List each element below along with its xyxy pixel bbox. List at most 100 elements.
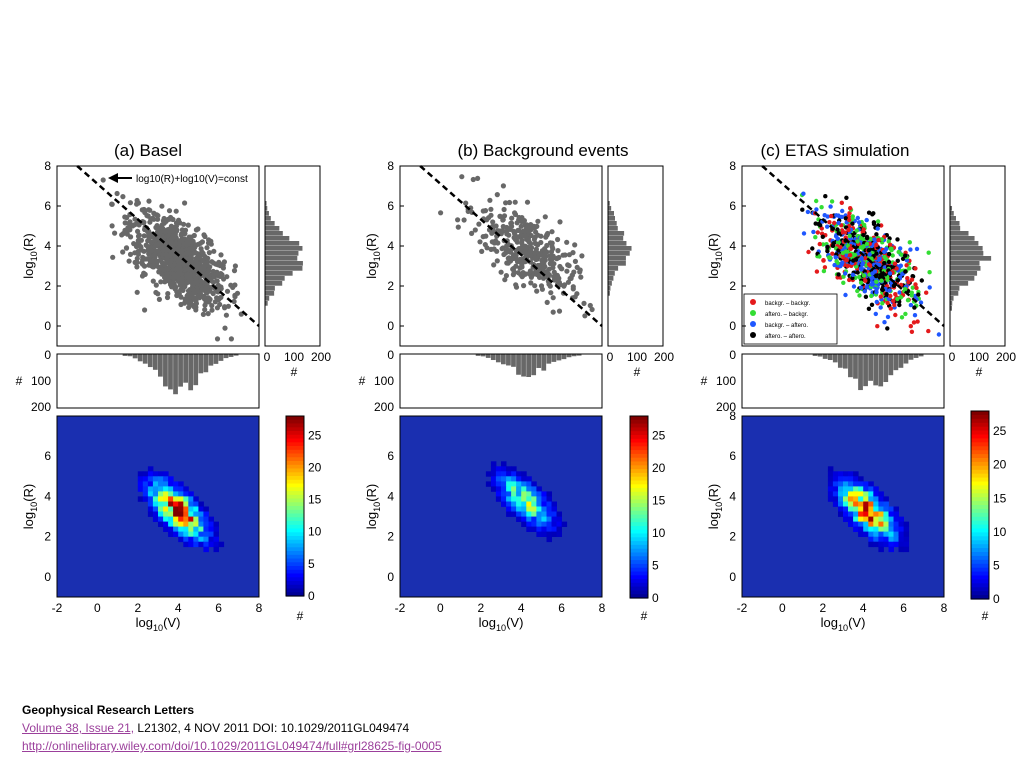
data-point [907, 266, 912, 271]
data-point [847, 211, 852, 216]
data-point [526, 239, 532, 245]
colorbar-segment [286, 487, 304, 492]
colorbar-segment [630, 533, 648, 538]
heatmap-cell [193, 536, 199, 543]
bottom-hist-bar [566, 354, 572, 358]
heatmap-cell [883, 511, 889, 517]
heatmap-cell [193, 511, 199, 517]
heatmap-x-axis-label: log10(V) [479, 615, 524, 633]
colorbar-segment [971, 544, 989, 549]
colorbar-segment [971, 508, 989, 514]
data-point [850, 272, 856, 277]
data-point [885, 326, 890, 331]
heatmap-cell [168, 516, 174, 522]
colorbar-segment [630, 427, 648, 432]
data-point [871, 211, 876, 216]
heatmap-cell [193, 531, 199, 537]
colorbar-segment [286, 573, 304, 578]
data-point [536, 265, 542, 271]
data-point [550, 309, 556, 315]
heatmap-cell [858, 501, 864, 507]
data-point [801, 191, 806, 196]
colorbar-segment [630, 514, 648, 519]
data-point [919, 278, 924, 283]
heatmap-cell [853, 496, 859, 502]
bottom-hist-bar [898, 354, 904, 368]
heatmap-cell [168, 476, 174, 482]
data-point [222, 305, 228, 311]
heatmap-cell [142, 491, 149, 497]
heatmap-cell [506, 476, 512, 482]
data-point [819, 226, 824, 231]
data-point [844, 195, 849, 200]
colorbar-segment [286, 577, 304, 582]
y-tick-label: 8 [729, 159, 736, 173]
data-point [134, 289, 140, 295]
colorbar-segment [286, 569, 304, 575]
data-point [153, 248, 159, 254]
data-point [909, 329, 915, 334]
colorbar-segment [286, 513, 304, 518]
data-point [866, 306, 872, 311]
volume-link[interactable]: Volume 38, Issue 21, [22, 721, 135, 735]
heatmap-cell [173, 516, 179, 522]
heatmap-cell [843, 486, 849, 492]
legend-marker [750, 310, 756, 316]
heatmap-cell [521, 481, 527, 487]
colorbar-segment [630, 446, 648, 451]
heatmap-x-tick-label: 0 [779, 601, 786, 615]
bottom-hist-bar [213, 354, 219, 364]
data-point [862, 289, 867, 294]
heatmap-cell [832, 496, 839, 502]
data-point [482, 242, 488, 248]
data-point [874, 279, 879, 284]
colorbar-segment [971, 524, 989, 530]
bottom-hist-bar [878, 354, 884, 387]
heatmap-cell [490, 466, 497, 472]
data-point [848, 246, 853, 251]
data-point [814, 207, 819, 212]
colorbar-segment [971, 540, 989, 545]
colorbar-segment [971, 559, 989, 565]
data-point [819, 205, 824, 210]
colorbar-segment [630, 453, 648, 459]
heatmap-cell [506, 486, 512, 492]
side-hist-tick-label: 200 [996, 350, 1016, 364]
data-point [500, 183, 506, 189]
heatmap: 0 2 4 6 -2 0 2 4 6 8 log10(R) log10(V) [364, 415, 606, 633]
y-tick-label: 6 [729, 199, 736, 213]
heatmap-cell [218, 541, 225, 548]
article-url-link[interactable]: http://onlinelibrary.wiley.com/doi/10.10… [22, 739, 442, 753]
heatmap-cell [147, 501, 154, 507]
heatmap-cell [853, 501, 859, 507]
colorbar-segment [971, 469, 989, 475]
data-point [480, 234, 486, 240]
colorbar-segment [630, 567, 648, 573]
colorbar-segment [971, 497, 989, 502]
heatmap-cell [848, 501, 854, 507]
heatmap-cell [188, 491, 194, 497]
heatmap-cell [526, 491, 532, 497]
data-point [856, 220, 862, 225]
data-point [203, 299, 209, 305]
data-point [519, 215, 525, 221]
heatmap-cell [832, 486, 839, 492]
heatmap-cell [873, 521, 879, 527]
heatmap-cell [152, 481, 159, 487]
colorbar-segment [630, 484, 648, 489]
data-point [557, 219, 563, 225]
bottom-hist-tick-label: 0 [729, 348, 736, 362]
heatmap-cell [858, 531, 864, 537]
colorbar-segment [630, 438, 648, 444]
data-point [214, 278, 220, 284]
data-point [899, 315, 905, 320]
colorbar-segment [971, 473, 989, 479]
data-point [918, 300, 924, 305]
heatmap-cell [147, 466, 154, 472]
data-point [827, 220, 832, 225]
heatmap-cell [203, 546, 209, 553]
heatmap-x-tick-label: 4 [860, 601, 867, 615]
heatmap-cell [526, 516, 532, 522]
data-point [195, 226, 201, 232]
data-point [874, 232, 879, 237]
